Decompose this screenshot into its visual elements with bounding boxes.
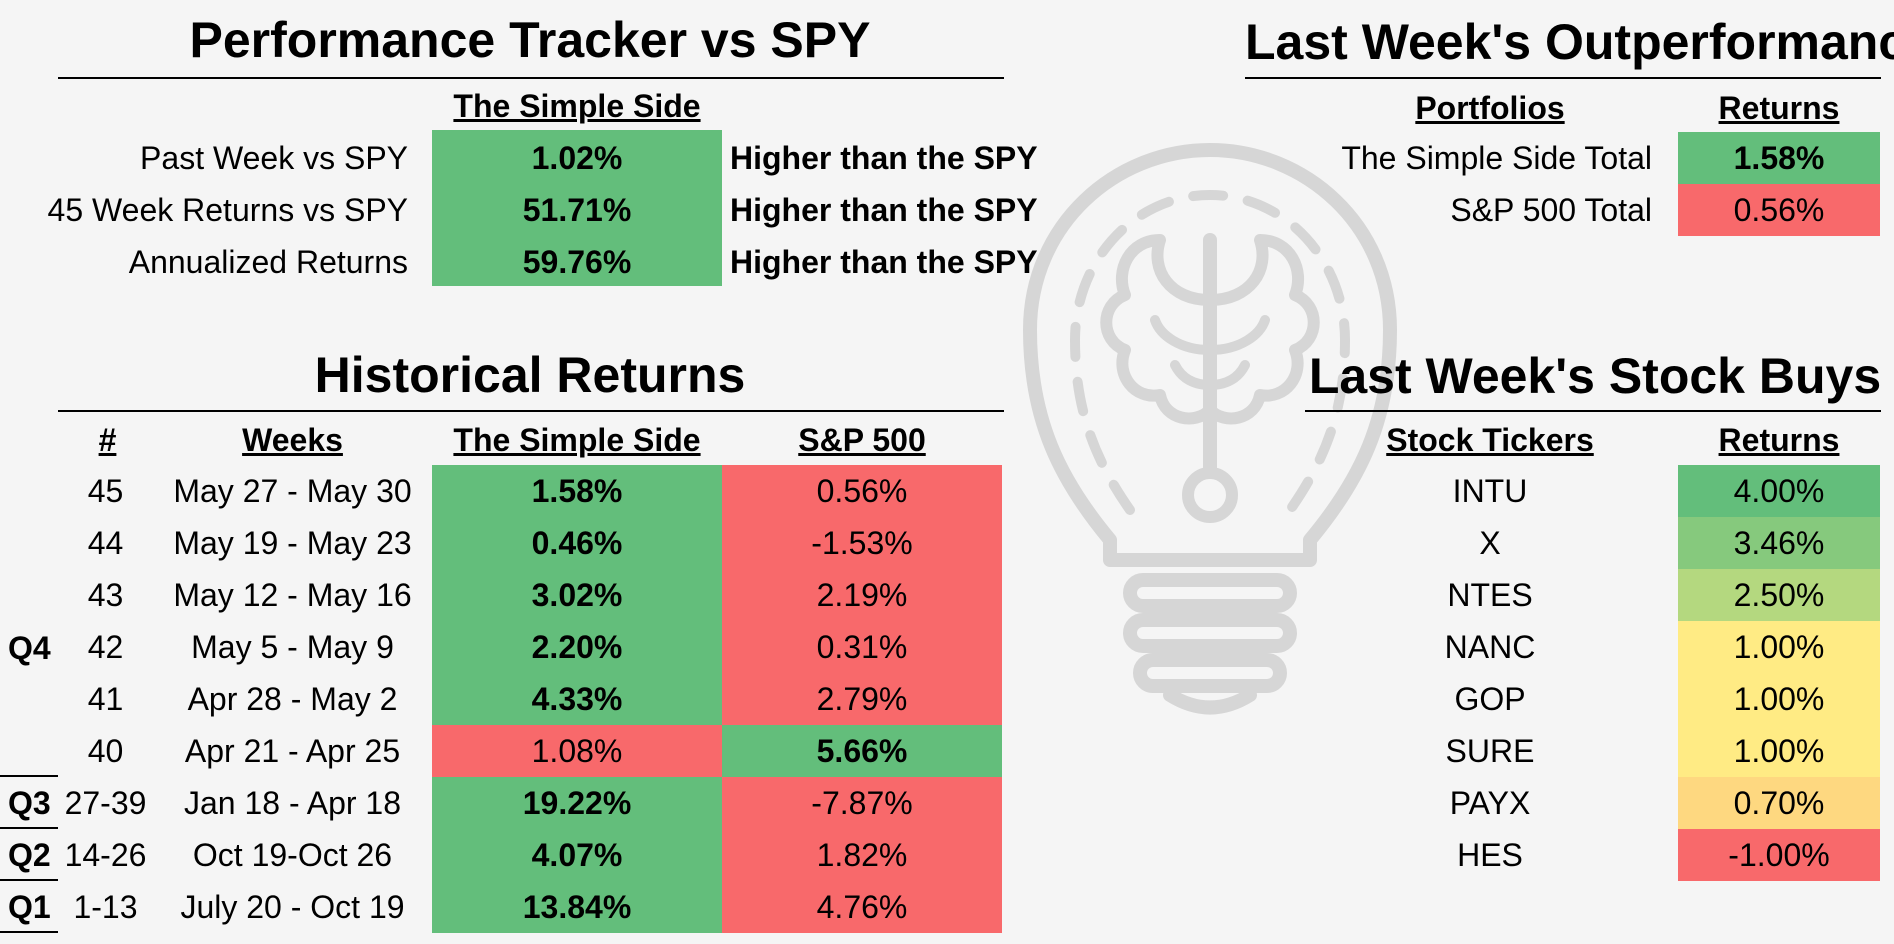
row-simple-return: 2.20%: [432, 621, 722, 673]
row-sp-return: -1.53%: [722, 517, 1002, 569]
tracker-value-block: [432, 130, 722, 286]
tracker-label-45-week: 45 Week Returns vs SPY: [47, 192, 408, 228]
quarter-label: Q3: [8, 785, 51, 821]
row-weeks: May 27 - May 30: [173, 473, 412, 509]
lightbulb-brain-icon: [1023, 143, 1397, 715]
row-weeks: Apr 21 - Apr 25: [184, 733, 401, 769]
quarter-label: Q1: [8, 889, 51, 925]
buy-ticker: SURE: [1445, 733, 1535, 769]
row-sp-return: 2.19%: [722, 569, 1002, 621]
buy-return: 1.00%: [1678, 621, 1880, 673]
buy-ticker: GOP: [1454, 681, 1526, 717]
outperformance-title-rule: [1245, 77, 1881, 79]
tracker-value-annualized: 59.76%: [522, 244, 632, 280]
buy-ticker: PAYX: [1449, 785, 1531, 821]
buy-ticker: HES: [1457, 837, 1523, 873]
row-simple-return: 1.08%: [432, 725, 722, 777]
tracker-value-45-week: 51.71%: [522, 192, 632, 228]
buy-return: 1.00%: [1678, 725, 1880, 777]
historical-header-sp: S&P 500: [798, 422, 926, 458]
row-simple-return: 3.02%: [432, 569, 722, 621]
row-sp-return: -7.87%: [722, 777, 1002, 829]
buy-return: 4.00%: [1678, 465, 1880, 517]
buy-return: 3.46%: [1678, 517, 1880, 569]
row-weeks: May 19 - May 23: [173, 525, 412, 561]
buy-ticker: NTES: [1447, 577, 1533, 613]
outperformance-value-sp: 0.56%: [1678, 184, 1880, 236]
outperformance-name-sp: S&P 500 Total: [1450, 192, 1652, 228]
row-num: 44: [87, 525, 124, 561]
row-num: 41: [87, 681, 124, 717]
row-weeks: May 5 - May 9: [191, 629, 394, 665]
quarter-label: Q2: [8, 837, 51, 873]
tracker-note-45-week: Higher than the SPY: [730, 192, 1038, 228]
row-sp-return: 1.82%: [722, 829, 1002, 881]
historical-title-rule: [58, 410, 1004, 412]
row-num: 43: [87, 577, 124, 613]
row-num: 45: [87, 473, 124, 509]
row-num: 1-13: [73, 889, 138, 925]
buy-ticker: X: [1479, 525, 1501, 561]
row-num: 27-39: [64, 785, 147, 821]
quarter-rule: [0, 827, 58, 829]
quarter-label-q4: Q4: [8, 630, 51, 666]
tracker-note-past-week: Higher than the SPY: [730, 140, 1038, 176]
tracker-note-annualized: Higher than the SPY: [730, 244, 1038, 280]
historical-header-simple: The Simple Side: [453, 422, 701, 458]
row-simple-return: 13.84%: [432, 881, 722, 933]
buys-header-tickers: Stock Tickers: [1386, 422, 1594, 458]
buy-return: 1.00%: [1678, 673, 1880, 725]
buys-title-rule: [1305, 410, 1881, 412]
historical-header-weeks: Weeks: [242, 422, 343, 458]
row-simple-return: 4.33%: [432, 673, 722, 725]
buy-return: 2.50%: [1678, 569, 1880, 621]
buy-return: -1.00%: [1678, 829, 1880, 881]
row-weeks: July 20 - Oct 19: [180, 889, 405, 925]
row-simple-return: 4.07%: [432, 829, 722, 881]
buys-title: Last Week's Stock Buys: [1308, 348, 1882, 404]
outperformance-title: Last Week's Outperformance: [1245, 14, 1894, 70]
tracker-title: Performance Tracker vs SPY: [189, 12, 871, 68]
row-weeks: May 12 - May 16: [173, 577, 412, 613]
quarter-rule: [0, 931, 58, 933]
outperformance-value-simple: 1.58%: [1678, 132, 1880, 184]
tracker-label-past-week: Past Week vs SPY: [140, 140, 408, 176]
tracker-title-rule: [58, 77, 1004, 79]
row-num: 40: [87, 733, 124, 769]
buy-ticker: NANC: [1444, 629, 1536, 665]
row-weeks: Apr 28 - May 2: [187, 681, 398, 717]
outperformance-name-simple: The Simple Side Total: [1341, 140, 1652, 176]
quarter-rule: [0, 775, 58, 777]
tracker-column-header: The Simple Side: [453, 88, 701, 124]
buys-header-returns: Returns: [1718, 422, 1840, 458]
row-weeks: Oct 19-Oct 26: [192, 837, 393, 873]
outperformance-header-returns: Returns: [1718, 90, 1840, 126]
row-sp-return: 5.66%: [722, 725, 1002, 777]
row-simple-return: 0.46%: [432, 517, 722, 569]
historical-header-num: #: [98, 422, 117, 458]
outperformance-header-portfolios: Portfolios: [1415, 90, 1565, 126]
row-num: 14-26: [64, 837, 147, 873]
row-sp-return: 4.76%: [722, 881, 1002, 933]
row-num: 42: [87, 629, 124, 665]
buy-return: 0.70%: [1678, 777, 1880, 829]
buy-ticker: INTU: [1452, 473, 1528, 509]
row-weeks: Jan 18 - Apr 18: [183, 785, 402, 821]
row-simple-return: 19.22%: [432, 777, 722, 829]
row-simple-return: 1.58%: [432, 465, 722, 517]
tracker-label-annualized: Annualized Returns: [128, 244, 408, 280]
quarter-rule: [0, 879, 58, 881]
tracker-value-past-week: 1.02%: [531, 140, 623, 176]
row-sp-return: 0.56%: [722, 465, 1002, 517]
historical-title: Historical Returns: [314, 347, 746, 403]
row-sp-return: 2.79%: [722, 673, 1002, 725]
row-sp-return: 0.31%: [722, 621, 1002, 673]
